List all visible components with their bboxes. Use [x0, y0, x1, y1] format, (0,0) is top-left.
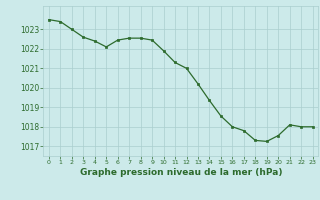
X-axis label: Graphe pression niveau de la mer (hPa): Graphe pression niveau de la mer (hPa) — [80, 168, 282, 177]
